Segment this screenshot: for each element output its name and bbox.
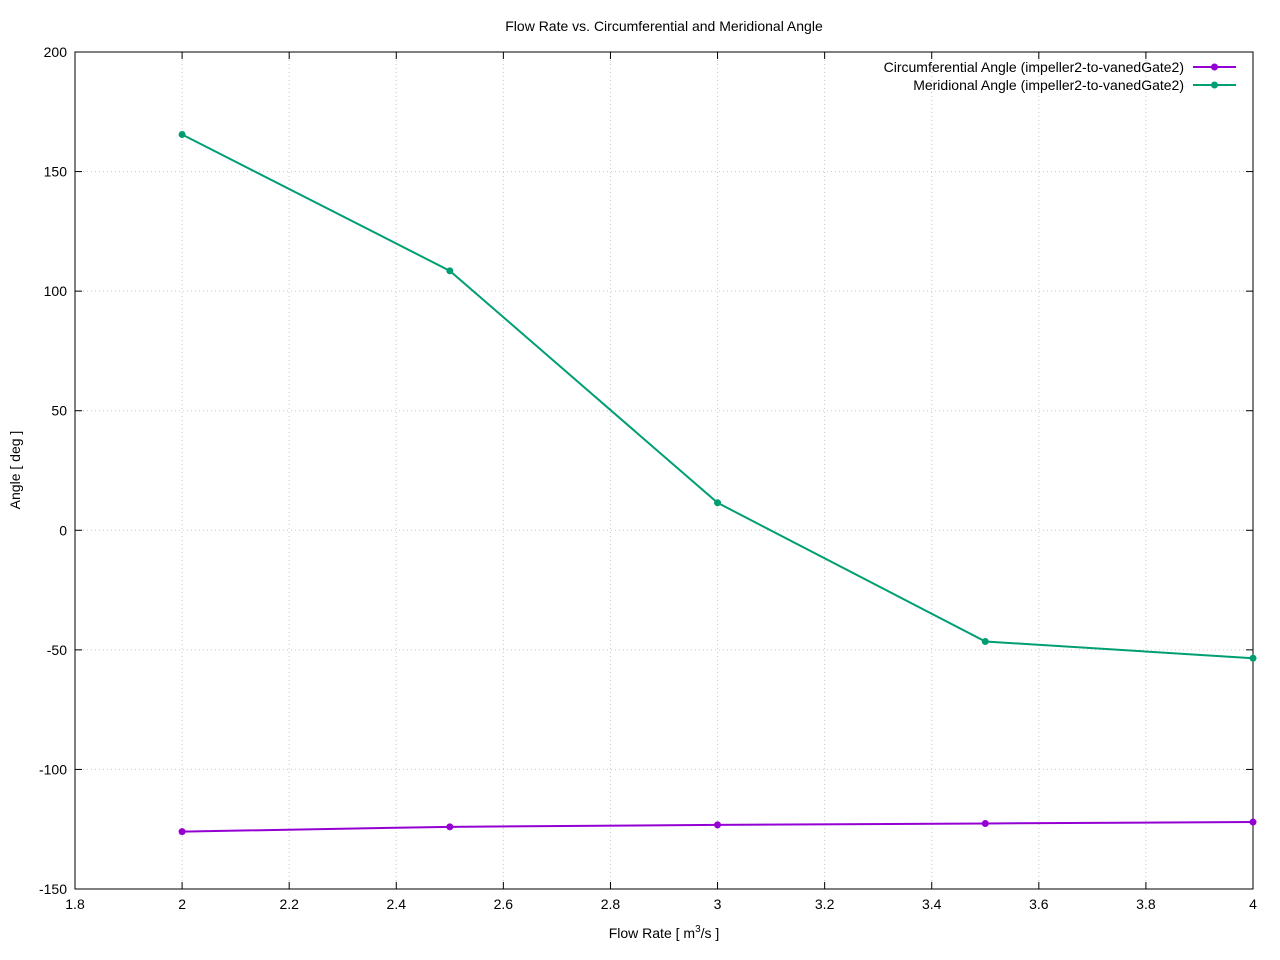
series-1-point (714, 499, 722, 507)
x-tick-label: 2.2 (279, 896, 299, 912)
series-1-point (1249, 654, 1257, 662)
x-tick-label: 2 (178, 896, 186, 912)
series-0-point (714, 821, 722, 829)
x-tick-label: 3.6 (1029, 896, 1049, 912)
plot-frame (74, 51, 1254, 890)
y-axis-label: Angle [ deg ] (7, 431, 23, 510)
x-tick-label: 2.4 (387, 896, 407, 912)
x-axis-label: Flow Rate [ m3/s ] (609, 924, 720, 941)
x-tick-label: 2.8 (601, 896, 621, 912)
x-tick-label: 3.4 (922, 896, 942, 912)
series-0-point (981, 819, 989, 827)
series-0-point (178, 828, 186, 836)
x-axis-label-superscript: 3 (695, 924, 701, 935)
x-tick-label: 3.8 (1136, 896, 1156, 912)
grid (75, 52, 1253, 889)
y-tick-label: 150 (44, 164, 68, 180)
x-axis-label-tail: /s ] (701, 925, 720, 941)
legend-label: Meridional Angle (impeller2-to-vanedGate… (913, 77, 1184, 93)
series-layer (178, 131, 1257, 836)
series-0-point (446, 823, 454, 831)
x-tick-label: 3.2 (815, 896, 835, 912)
y-tick-label: 0 (59, 522, 67, 538)
x-tick-label: 3 (714, 896, 722, 912)
x-tick-label: 1.8 (65, 896, 85, 912)
legend-swatch-point (1211, 63, 1218, 71)
series-1-point (446, 267, 454, 275)
y-tick-label: -100 (39, 761, 67, 777)
x-tick-label: 2.6 (494, 896, 514, 912)
y-tick-label: 50 (51, 403, 67, 419)
legend-swatch-point (1211, 81, 1218, 89)
legend-label: Circumferential Angle (impeller2-to-vane… (884, 59, 1184, 75)
series-1-point (178, 131, 186, 139)
y-tick-label: 200 (44, 44, 68, 60)
y-tick-label: -150 (39, 881, 67, 897)
series-1-point (981, 637, 989, 645)
chart-title: Flow Rate vs. Circumferential and Meridi… (505, 18, 823, 34)
x-tick-label: 4 (1249, 896, 1257, 912)
legend: Circumferential Angle (impeller2-to-vane… (884, 59, 1236, 93)
y-tick-label: 100 (44, 283, 68, 299)
axis-ticks: 1.8 2 2.2 2.4 2.6 2.8 3 3.2 3.4 3.6 3.8 4 -150 -100 -5… (39, 44, 1257, 912)
y-tick-label: -50 (47, 642, 67, 658)
series-0-point (1249, 818, 1257, 826)
